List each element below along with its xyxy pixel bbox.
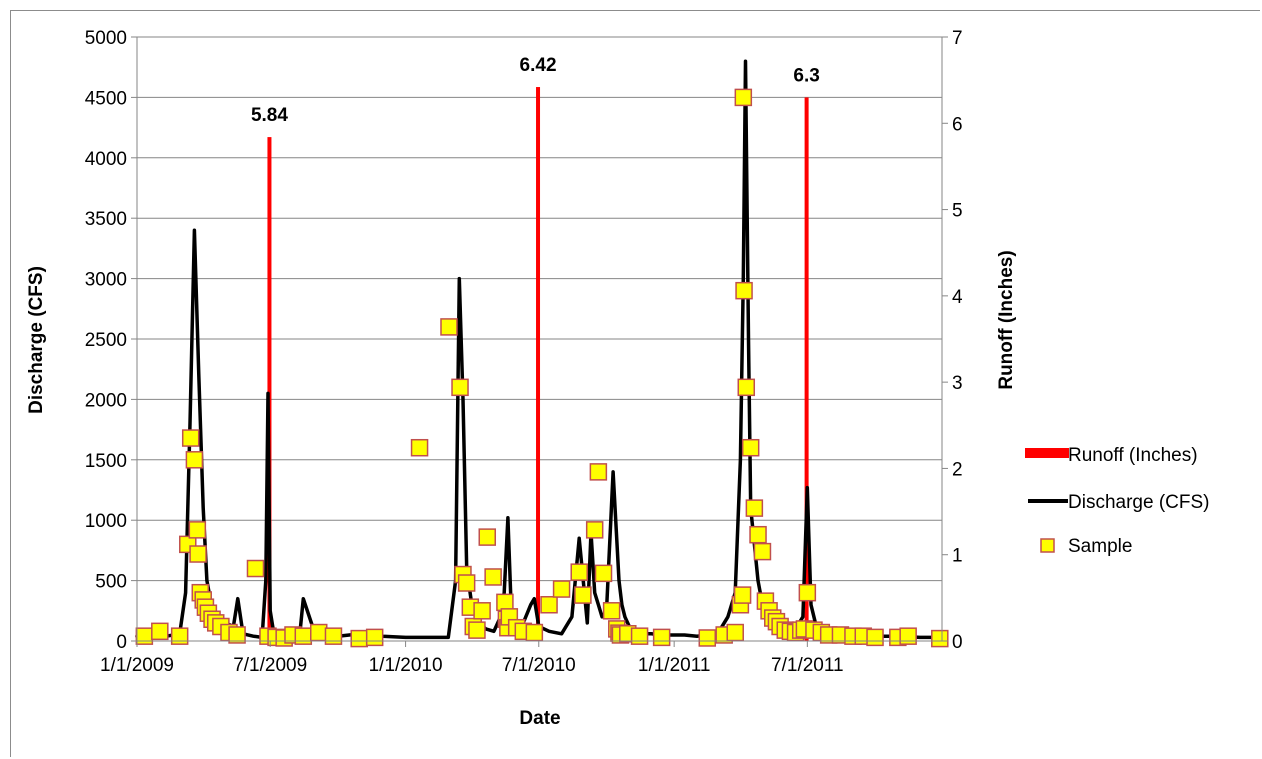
sample-point: [899, 627, 917, 645]
x-tick-label: 1/1/2010: [369, 655, 443, 676]
y-tick-label: 3000: [85, 270, 127, 291]
sample-point: [745, 499, 764, 517]
sample-point: [753, 542, 772, 561]
sample-point: [246, 559, 265, 578]
y2-tick-label: 7: [952, 28, 963, 49]
runoff-data-label: 5.84: [251, 105, 288, 126]
sample-point: [734, 88, 753, 107]
legend-swatch-sample: [1040, 538, 1055, 553]
y-axis-title: Discharge (CFS): [26, 266, 47, 414]
legend-label-sample: Sample: [1068, 536, 1132, 557]
sample-point: [525, 623, 544, 642]
y2-tick-label: 6: [952, 114, 963, 135]
y-tick-label: 1000: [85, 511, 127, 532]
y2-tick-label: 1: [952, 546, 963, 567]
chart-frame: [10, 10, 1260, 757]
sample-point: [749, 525, 767, 544]
y2-tick-label: 0: [952, 632, 963, 653]
sample-point: [310, 623, 328, 642]
y-tick-label: 5000: [85, 28, 127, 49]
runoff-data-label: 6.3: [793, 65, 819, 86]
runoff-bar: [267, 137, 272, 641]
sample-point: [866, 628, 884, 647]
sample-point: [484, 568, 502, 586]
runoff-data-label: 6.42: [520, 55, 557, 76]
y-tick-label: 1500: [85, 451, 127, 472]
sample-point: [602, 602, 621, 620]
y-tick-label: 2000: [85, 390, 127, 411]
x-tick-label: 7/1/2010: [502, 655, 576, 676]
legend-swatch-runoff: [1025, 448, 1069, 458]
sample-point: [473, 602, 491, 620]
sample-point: [589, 463, 608, 481]
legend: Runoff (Inches) Discharge (CFS) Sample: [1025, 445, 1209, 557]
axes: [131, 36, 948, 647]
y2-axis-title: Runoff (Inches): [996, 250, 1017, 389]
sample-point: [135, 627, 154, 645]
x-tick-label: 7/1/2011: [771, 655, 844, 676]
sample-point: [698, 629, 717, 647]
sample-point: [478, 528, 497, 546]
y-tick-label: 3500: [85, 209, 127, 230]
sample-point: [496, 593, 514, 612]
sample-point: [931, 629, 949, 648]
y-tick-label: 500: [95, 572, 127, 593]
sample-point: [457, 574, 476, 592]
sample-point: [737, 378, 756, 397]
sample-point: [733, 586, 752, 604]
sample-point: [294, 627, 313, 645]
x-tick-label: 1/1/2011: [638, 655, 711, 676]
sample-point: [440, 318, 458, 336]
sample-point: [365, 628, 384, 647]
sample-point: [735, 281, 753, 300]
x-axis-title: Date: [519, 708, 560, 729]
sample-point: [451, 378, 469, 397]
sample-point: [188, 521, 207, 539]
sample-point: [798, 583, 817, 602]
sample-point: [324, 627, 343, 645]
runoff-bar: [804, 97, 809, 641]
y2-tick-label: 5: [952, 201, 963, 222]
sample-point: [594, 564, 613, 583]
y2-tick-label: 2: [952, 459, 963, 480]
sample-series: [135, 88, 949, 648]
sample-point: [468, 621, 486, 639]
sample-point: [741, 438, 760, 457]
sample-point: [350, 629, 368, 648]
sample-point: [228, 626, 246, 644]
legend-label-runoff: Runoff (Inches): [1068, 445, 1198, 466]
y-tick-label: 4500: [85, 88, 127, 109]
sample-point: [570, 563, 588, 581]
sample-point: [181, 429, 200, 447]
y2-tick-label: 4: [952, 287, 963, 308]
y-tick-label: 2500: [85, 330, 127, 351]
y2-tick-label: 3: [952, 373, 963, 394]
sample-point: [540, 596, 558, 614]
tick-labels: 0 500 1000 1500 2000 2500 3000 3500 4000 4500 5000…: [85, 28, 963, 676]
sample-point: [726, 623, 744, 642]
sample-point: [630, 627, 649, 645]
runoff-bars: 5.84 6.42 6.3: [251, 55, 820, 641]
sample-point: [151, 622, 169, 641]
sample-point: [170, 627, 189, 645]
sample-point: [189, 545, 207, 563]
legend-label-discharge: Discharge (CFS): [1068, 492, 1209, 513]
sample-point: [652, 628, 671, 647]
y-tick-label: 4000: [85, 149, 127, 170]
runoff-bar: [536, 87, 541, 641]
sample-point: [585, 521, 604, 539]
x-tick-label: 7/1/2009: [233, 655, 307, 676]
sample-point: [574, 586, 592, 604]
sample-point: [552, 580, 571, 598]
x-tick-label: 1/1/2009: [100, 655, 174, 676]
sample-point: [410, 438, 429, 457]
y-tick-label: 0: [116, 632, 127, 653]
sample-point: [185, 451, 204, 469]
